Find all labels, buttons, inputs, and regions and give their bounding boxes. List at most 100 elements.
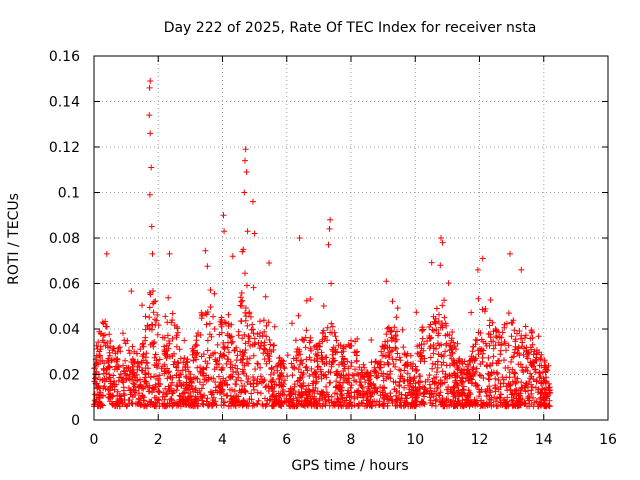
- data-point: [164, 375, 171, 382]
- data-point: [162, 313, 169, 320]
- data-point: [132, 374, 139, 381]
- data-point: [261, 377, 268, 383]
- data-point: [494, 370, 501, 377]
- data-point: [414, 366, 420, 373]
- x-tick-label: 14: [535, 432, 553, 448]
- data-point: [194, 364, 201, 371]
- data-point: [470, 343, 477, 350]
- data-point: [392, 363, 399, 370]
- data-point: [353, 357, 360, 364]
- data-point: [407, 352, 414, 359]
- data-point: [276, 401, 283, 408]
- data-point: [541, 364, 548, 371]
- data-point: [448, 388, 455, 395]
- data-point: [460, 383, 467, 390]
- data-point: [421, 393, 428, 400]
- data-point: [239, 297, 246, 304]
- data-point: [203, 321, 210, 328]
- data-point: [445, 390, 451, 397]
- data-point: [487, 331, 494, 338]
- data-point: [156, 356, 163, 363]
- data-point: [376, 364, 383, 371]
- data-point: [426, 372, 433, 379]
- data-point: [225, 349, 232, 356]
- data-point: [254, 360, 261, 367]
- data-point: [489, 319, 496, 326]
- data-point: [397, 357, 404, 364]
- data-point: [250, 284, 257, 291]
- data-point: [151, 339, 158, 346]
- data-point: [330, 355, 337, 362]
- data-point: [150, 340, 157, 347]
- data-point: [334, 368, 341, 375]
- data-point: [150, 300, 156, 307]
- data-point: [340, 358, 347, 365]
- data-point: [242, 157, 248, 164]
- data-point: [386, 352, 393, 359]
- data-point: [220, 375, 227, 382]
- data-point: [190, 388, 197, 395]
- data-point: [389, 347, 396, 354]
- data-point: [417, 349, 424, 356]
- data-point: [386, 344, 393, 351]
- data-point: [448, 355, 455, 362]
- data-point: [238, 303, 245, 309]
- data-point: [383, 278, 390, 285]
- data-point: [478, 372, 484, 379]
- data-point: [149, 389, 155, 396]
- data-point: [99, 377, 106, 384]
- data-point: [129, 343, 136, 350]
- data-point: [452, 377, 459, 384]
- data-point: [151, 403, 158, 410]
- data-point: [530, 376, 537, 383]
- data-point: [115, 345, 122, 352]
- data-point: [433, 369, 440, 375]
- data-point: [495, 339, 502, 346]
- data-point: [441, 314, 448, 321]
- data-point: [283, 395, 290, 402]
- data-point: [506, 374, 513, 381]
- data-point: [138, 359, 145, 366]
- data-point: [235, 371, 242, 378]
- data-point: [531, 366, 538, 373]
- data-point: [364, 373, 371, 380]
- y-tick-label: 0.1: [58, 186, 80, 202]
- data-point: [147, 374, 154, 381]
- data-point: [250, 352, 257, 359]
- data-point: [166, 250, 173, 257]
- data-point: [199, 393, 206, 400]
- data-point: [106, 363, 113, 370]
- data-point: [222, 320, 229, 327]
- data-point: [143, 350, 150, 357]
- data-point: [171, 322, 178, 329]
- data-point: [492, 398, 499, 405]
- data-point: [537, 373, 544, 380]
- data-point: [244, 379, 251, 385]
- data-point: [190, 348, 197, 355]
- data-point: [494, 403, 501, 409]
- data-point: [135, 360, 142, 367]
- data-point: [207, 287, 214, 293]
- data-point: [473, 365, 480, 372]
- data-point: [259, 332, 266, 339]
- data-point: [193, 356, 200, 363]
- data-point: [233, 344, 240, 351]
- data-point: [322, 354, 329, 361]
- data-point: [179, 396, 186, 403]
- data-point: [426, 333, 433, 339]
- data-point: [527, 375, 534, 382]
- data-point: [161, 347, 168, 353]
- data-point: [253, 380, 260, 387]
- data-point: [221, 345, 228, 352]
- data-point: [299, 371, 306, 378]
- data-point: [533, 398, 540, 405]
- data-point: [438, 341, 445, 348]
- data-point: [208, 391, 215, 398]
- data-point: [436, 311, 442, 318]
- data-point: [239, 351, 246, 358]
- data-point: [387, 393, 394, 400]
- x-tick-label: 8: [347, 432, 356, 448]
- data-point: [95, 403, 102, 410]
- data-point: [224, 331, 231, 337]
- data-point: [389, 298, 396, 305]
